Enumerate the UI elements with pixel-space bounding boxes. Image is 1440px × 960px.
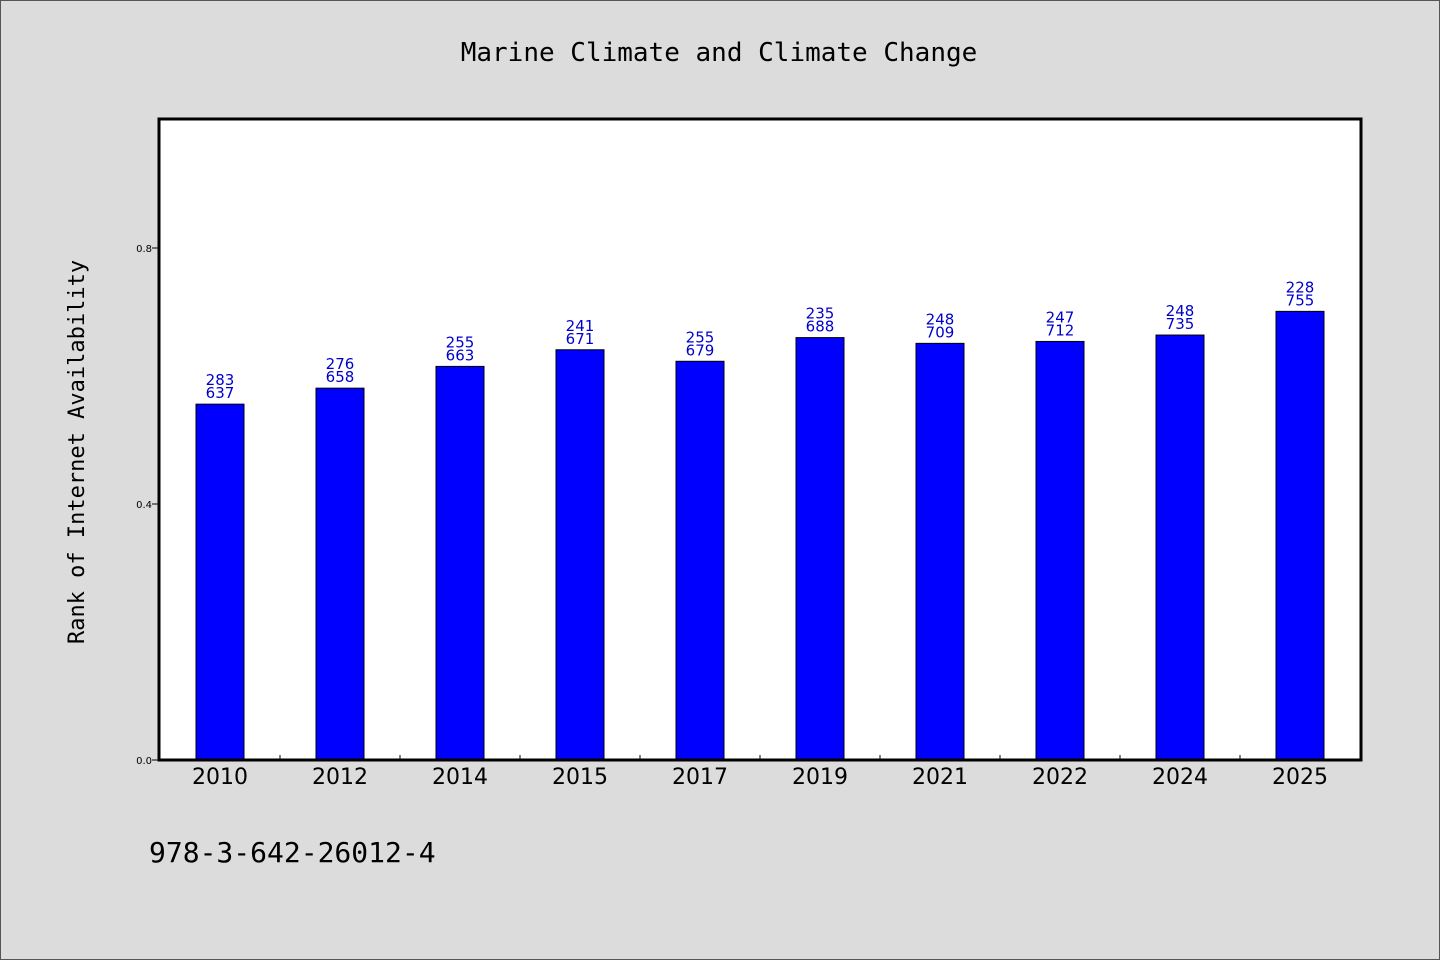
data-label: 658 <box>326 368 355 386</box>
data-label: 241 <box>566 317 595 335</box>
data-label: 755 <box>1286 291 1315 309</box>
data-label: 712 <box>1046 321 1075 339</box>
data-label: 709 <box>926 323 955 341</box>
data-label: 255 <box>446 333 475 351</box>
bar <box>315 387 365 761</box>
isbn-text: 978-3-642-26012-4 <box>149 836 436 869</box>
data-label: 735 <box>1166 315 1195 333</box>
x-tick-label: 2024 <box>1152 765 1208 790</box>
bar <box>1155 334 1205 761</box>
x-tick-label: 2015 <box>552 765 608 790</box>
data-label: 671 <box>566 330 595 348</box>
plot-border <box>157 117 1363 762</box>
data-label: 255 <box>686 328 715 346</box>
chart-title: Marine Climate and Climate Change <box>461 38 978 68</box>
data-label: 247 <box>1046 308 1075 326</box>
data-label: 663 <box>446 346 475 364</box>
x-tick-label: 2022 <box>1032 765 1088 790</box>
x-tick-label: 2012 <box>312 765 368 790</box>
bar <box>675 360 725 761</box>
data-label: 228 <box>1286 278 1315 296</box>
y-axis-label: Rank of Internet Availability <box>65 260 90 644</box>
bar <box>795 337 845 761</box>
data-label: 283 <box>206 371 235 389</box>
bar <box>1035 340 1085 761</box>
y-tick-label: 0.4 <box>136 500 152 511</box>
x-tick-label: 2017 <box>672 765 728 790</box>
bar <box>1275 310 1325 761</box>
data-label: 276 <box>326 355 355 373</box>
data-label: 248 <box>1166 302 1195 320</box>
data-label: 637 <box>206 384 235 402</box>
y-tick-label: 0.0 <box>136 756 152 767</box>
bar <box>195 403 245 761</box>
data-label: 688 <box>806 318 835 336</box>
x-tick-label: 2010 <box>192 765 248 790</box>
y-tick-label: 0.8 <box>136 244 152 255</box>
x-tick-label: 2025 <box>1272 765 1328 790</box>
x-tick-label: 2014 <box>432 765 488 790</box>
x-tick-label: 2019 <box>792 765 848 790</box>
data-label: 235 <box>806 305 835 323</box>
x-tick-label: 2021 <box>912 765 968 790</box>
bar <box>435 365 485 761</box>
data-label: 679 <box>686 341 715 359</box>
bar <box>555 349 605 761</box>
bar <box>915 342 965 761</box>
data-label: 248 <box>926 310 955 328</box>
